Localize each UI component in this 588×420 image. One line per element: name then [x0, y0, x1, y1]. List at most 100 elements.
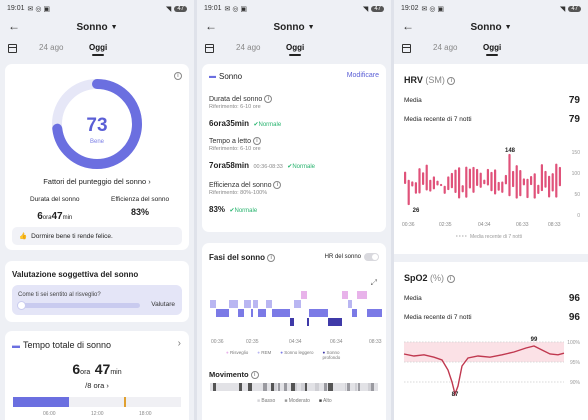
- edit-link[interactable]: Modificare: [346, 72, 379, 79]
- movement-segment: [238, 383, 243, 391]
- page-title[interactable]: Sonno ▼: [273, 22, 314, 33]
- page-title[interactable]: Sonno ▼: [76, 22, 117, 33]
- info-icon[interactable]: i: [267, 253, 276, 262]
- dropdown-caret-icon: ▼: [307, 23, 315, 31]
- info-icon[interactable]: i: [174, 72, 182, 80]
- battery-badge: 47: [568, 5, 581, 12]
- hr-toggle-switch[interactable]: [364, 253, 379, 261]
- duration-label: Durata del sonno: [209, 95, 263, 103]
- phase-segment: [290, 318, 294, 326]
- tab-today[interactable]: Oggi: [483, 43, 502, 56]
- movement-title: Movimento: [209, 370, 249, 379]
- hrv-x-tick: 08:33: [548, 222, 561, 228]
- hrv-recent-value: 79: [568, 114, 580, 125]
- tab-prev-day[interactable]: 24 ago: [236, 43, 261, 52]
- info-icon[interactable]: i: [273, 181, 282, 189]
- score-factors-text: Fattori del punteggio del sonno: [43, 177, 147, 186]
- phases-legend: ● Risveglio ● REM ● Sonno leggero ● Sonn…: [226, 350, 345, 360]
- hrv-bar: [551, 173, 554, 192]
- legend-label: Risveglio: [229, 350, 249, 355]
- phase-segment: [280, 309, 290, 317]
- calendar-icon[interactable]: [402, 43, 411, 53]
- rating-slider[interactable]: [17, 301, 140, 310]
- hrv-bar: [432, 176, 435, 190]
- movement-segment: [315, 383, 319, 391]
- hrv-x-tick: 04:34: [478, 222, 491, 228]
- bed-value: 7ora58min: [209, 161, 250, 170]
- phase-segment: [342, 291, 348, 299]
- info-icon[interactable]: i: [447, 76, 456, 85]
- expand-icon[interactable]: ⤢: [370, 278, 377, 287]
- legend-deep: ● Sonno profondo: [322, 350, 341, 360]
- phase-axis-tick: 00:36: [211, 339, 224, 345]
- timeline-tick: 06:00: [43, 411, 56, 417]
- movement-segment: [347, 383, 350, 391]
- spo2-media-label: Media: [404, 295, 422, 302]
- slider-thumb[interactable]: [17, 301, 26, 310]
- phase-segment: [367, 309, 372, 317]
- tab-prev-day[interactable]: 24 ago: [433, 43, 458, 52]
- tab-today[interactable]: Oggi: [89, 43, 108, 56]
- subjective-rating-card: Valutazione soggettiva del sonno Come ti…: [5, 261, 189, 322]
- clock: 19:02: [401, 5, 419, 12]
- calendar-icon[interactable]: [8, 43, 17, 53]
- hrv-legend: Media recente di 7 notti: [470, 234, 522, 240]
- legend-moderate: ■ Moderato: [284, 398, 310, 404]
- back-arrow-icon[interactable]: ←: [205, 19, 217, 33]
- movement-legend: ■ Basso ■ Moderato ■ Alto: [257, 398, 332, 404]
- spo2-unit: (%): [430, 273, 445, 283]
- hrv-bar: [555, 163, 558, 198]
- back-arrow-icon[interactable]: ←: [402, 19, 414, 33]
- hrv-bar: [414, 182, 417, 194]
- status-bar: 19:01 ✉ ◎ ▣ ◥ 47: [0, 0, 194, 17]
- hrv-bar: [404, 171, 407, 185]
- movement-segment: [370, 383, 373, 391]
- dropdown-caret-icon: ▼: [504, 23, 512, 31]
- page-title[interactable]: Sonno ▼: [470, 22, 511, 33]
- phase-segment: [258, 309, 263, 317]
- hrv-bar: [468, 168, 471, 189]
- hrv-x-tick: 00:36: [402, 222, 415, 228]
- legend-light: ● Sonno leggero: [280, 350, 314, 355]
- spo2-y-tick: 95%: [570, 360, 581, 366]
- back-arrow-icon[interactable]: ←: [8, 19, 20, 33]
- legend-label: Sonno leggero: [284, 350, 314, 355]
- phase-segment: [251, 309, 253, 317]
- hr-toggle-label: HR del sonno: [324, 254, 361, 260]
- hrv-bar: [530, 175, 533, 186]
- phases-title: Fasi del sonno: [209, 253, 266, 262]
- hrv-bar: [540, 164, 543, 192]
- legend-label: Alto: [323, 398, 332, 404]
- hrv-bar: [411, 181, 414, 187]
- info-icon[interactable]: i: [446, 274, 455, 283]
- hrv-bar: [497, 181, 500, 191]
- spo2-title: SpO2: [404, 273, 428, 283]
- duration-reference: Riferimento: 6-10 ore: [209, 104, 261, 110]
- bed-status: Normale: [292, 164, 316, 170]
- movement-segment: [270, 383, 274, 391]
- hrv-x-tick: 06:33: [516, 222, 529, 228]
- goal-link[interactable]: /8 ora ›: [5, 381, 189, 390]
- hrv-min-label: 26: [413, 208, 420, 214]
- score-factors-link[interactable]: Fattori del punteggio del sonno ›: [5, 177, 189, 186]
- tab-today[interactable]: Oggi: [286, 43, 305, 56]
- efficiency-label: Efficienza del sonno: [111, 196, 170, 203]
- hrv-bar: [544, 170, 547, 188]
- hrv-bar: [454, 169, 457, 193]
- hrv-y-tick: 150: [572, 150, 581, 156]
- info-icon[interactable]: i: [252, 137, 261, 145]
- top-bar: ← Sonno ▼: [0, 17, 194, 37]
- phase-segment: [328, 318, 332, 326]
- phase-segment: [324, 309, 328, 317]
- hrv-bar: [494, 169, 497, 195]
- phase-segment: [229, 300, 238, 308]
- rate-button[interactable]: Valutare: [151, 301, 175, 308]
- tab-prev-day[interactable]: 24 ago: [39, 43, 64, 52]
- movement-segment: [295, 383, 298, 391]
- info-icon[interactable]: i: [250, 371, 259, 380]
- chevron-right-icon[interactable]: ›: [177, 338, 181, 349]
- movement-header: Movimento i: [209, 370, 259, 380]
- info-icon[interactable]: i: [264, 95, 273, 103]
- hrv-bar: [526, 178, 529, 199]
- calendar-icon[interactable]: [205, 43, 214, 53]
